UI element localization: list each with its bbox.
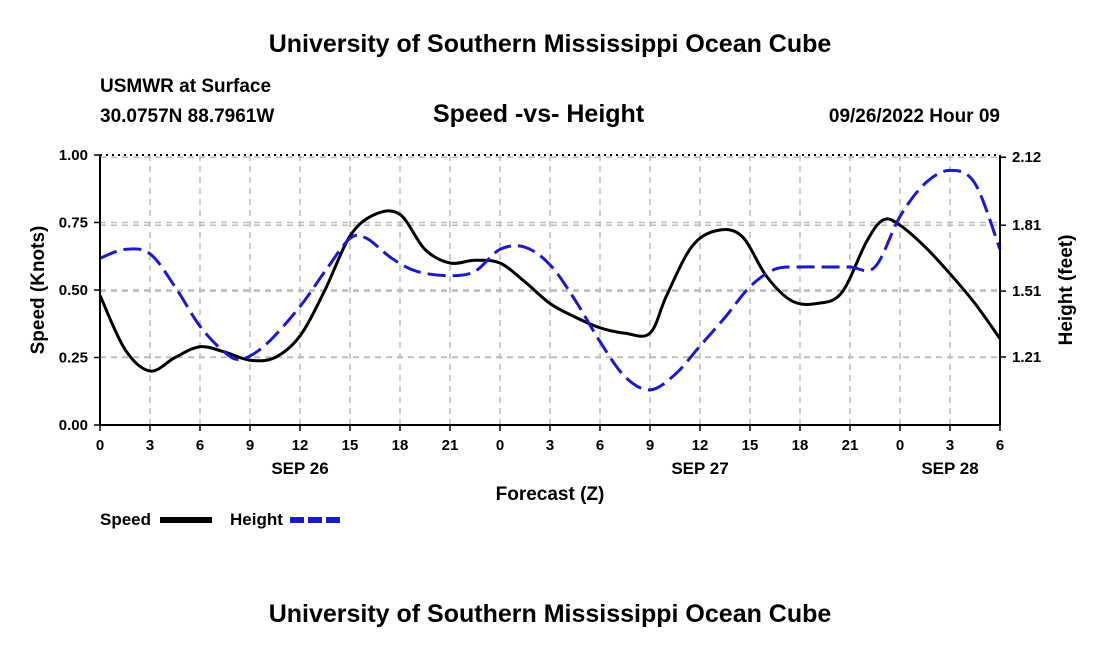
y2-tick-label: 2.12: [1012, 149, 1041, 166]
date-label: SEP 27: [671, 459, 728, 478]
station-label: USMWR at Surface: [100, 76, 272, 97]
page-title: University of Southern Mississippi Ocean…: [268, 30, 832, 58]
x-tick-label: 0: [496, 437, 504, 454]
x-tick-label: 12: [692, 437, 709, 454]
y2-axis-label: Height (feet): [1056, 235, 1077, 346]
grid: [100, 155, 1000, 425]
series: [98, 168, 1002, 392]
x-tick-label: 3: [946, 437, 954, 454]
x-tick-label: 21: [842, 437, 859, 454]
x-tick-label: 18: [392, 437, 409, 454]
legend-speed-label: Speed: [100, 510, 151, 529]
y2-tick-label: 1.81: [1012, 217, 1041, 234]
x-tick-label: 3: [546, 437, 554, 454]
date-label: 09/26/2022 Hour 09: [828, 106, 1000, 127]
y-axis-label: Speed (Knots): [28, 226, 49, 355]
x-tick-label: 12: [292, 437, 309, 454]
height-series-line: [99, 168, 1002, 392]
date-label: SEP 26: [271, 459, 328, 478]
y2-tick-label: 1.51: [1012, 283, 1041, 300]
y-tick-label: 0.00: [59, 417, 88, 434]
y-tick-label: 0.75: [59, 215, 88, 232]
x-tick-label: 3: [146, 437, 154, 454]
date-label: SEP 28: [921, 459, 978, 478]
axes: 0 3 6 9 12 15 18 21 0 3 6 9 12 15 18 21 0 3 6 SEP 26 SEP 27 S…: [59, 147, 1041, 478]
location-label: 30.0757N 88.7961W: [100, 106, 275, 127]
speed-series-line: [98, 209, 1002, 373]
x-tick-label: 0: [896, 437, 904, 454]
y2-tick-label: 1.21: [1012, 349, 1041, 366]
x-tick-label: 9: [246, 437, 254, 454]
x-tick-label: 21: [442, 437, 459, 454]
x-tick-label: 15: [342, 437, 359, 454]
x-tick-label: 18: [792, 437, 809, 454]
speed-height-chart: 0 3 6 9 12 15 18 21 0 3 6 9 12 15 18 21 0 3 6 SEP 26 SEP 27 S…: [28, 147, 1077, 529]
x-tick-label: 6: [196, 437, 204, 454]
x-tick-label: 9: [646, 437, 654, 454]
x-axis-label: Forecast (Z): [496, 484, 605, 505]
y-tick-label: 1.00: [59, 147, 88, 164]
x-tick-label: 6: [596, 437, 604, 454]
x-tick-label: 15: [742, 437, 759, 454]
legend-height-label: Height: [230, 510, 283, 529]
footer-title: University of Southern Mississippi Ocean…: [268, 600, 832, 628]
y-tick-label: 0.50: [59, 282, 88, 299]
legend: Speed Height: [100, 510, 342, 529]
x-tick-label: 0: [96, 437, 104, 454]
y-tick-label: 0.25: [59, 350, 88, 367]
x-tick-label: 6: [996, 437, 1004, 454]
chart-title: Speed -vs- Height: [433, 100, 645, 128]
